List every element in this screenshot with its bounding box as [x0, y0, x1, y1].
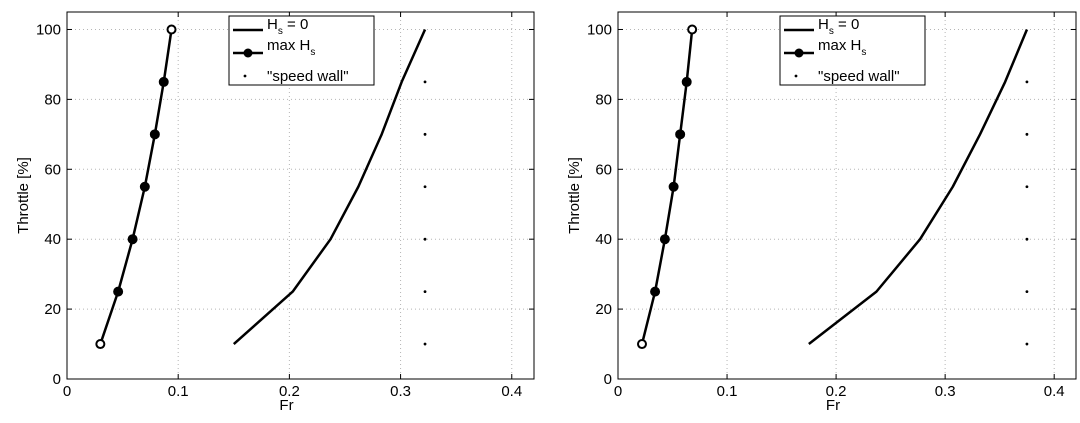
data-point [676, 130, 685, 139]
data-point [128, 235, 137, 244]
y-tick-label: 60 [595, 161, 612, 178]
speed-wall-point [1026, 185, 1029, 188]
series-2 [638, 25, 696, 348]
speed-wall-point [424, 81, 427, 84]
data-point [688, 25, 696, 33]
series-3 [1026, 81, 1029, 346]
y-tick-label: 100 [587, 21, 612, 38]
data-point [669, 182, 678, 191]
y-tick-label: 20 [44, 301, 61, 318]
data-point [660, 235, 669, 244]
x-axis-label: Fr [279, 397, 293, 414]
x-tick-label: 0 [614, 383, 622, 400]
y-tick-label: 40 [595, 231, 612, 248]
legend-marker [244, 49, 253, 58]
data-point [150, 130, 159, 139]
speed-wall-point [1026, 81, 1029, 84]
x-tick-label: 0.4 [501, 383, 522, 400]
y-tick-label: 60 [44, 161, 61, 178]
data-point [96, 340, 104, 348]
legend-label-3: "speed wall" [267, 68, 349, 85]
x-tick-label: 0.1 [168, 383, 189, 400]
series-line-max-hs [100, 29, 171, 344]
x-tick-label: 0.3 [935, 383, 956, 400]
y-axis-label: Throttle [%] [15, 157, 32, 234]
data-point [682, 77, 691, 86]
speed-wall-point [424, 343, 427, 346]
speed-wall-point [1026, 290, 1029, 293]
speed-wall-point [424, 133, 427, 136]
data-point [168, 25, 176, 33]
y-tick-label: 20 [595, 301, 612, 318]
y-tick-label: 80 [595, 91, 612, 108]
x-tick-label: 0 [63, 383, 71, 400]
y-tick-label: 0 [53, 371, 61, 388]
data-point [114, 287, 123, 296]
legend-label-3: "speed wall" [818, 68, 900, 85]
x-axis-label: Fr [826, 397, 840, 414]
y-tick-label: 0 [604, 371, 612, 388]
data-point [140, 182, 149, 191]
data-point [159, 77, 168, 86]
x-tick-label: 0.4 [1044, 383, 1065, 400]
speed-wall-point [424, 290, 427, 293]
x-tick-label: 0.1 [717, 383, 738, 400]
legend-marker [795, 75, 798, 78]
series-line-max-hs [642, 29, 692, 344]
speed-wall-point [424, 238, 427, 241]
y-tick-label: 100 [36, 21, 61, 38]
speed-wall-point [1026, 238, 1029, 241]
data-point [638, 340, 646, 348]
legend-marker [795, 49, 804, 58]
series-3 [424, 81, 427, 346]
data-point [651, 287, 660, 296]
x-tick-label: 0.3 [390, 383, 411, 400]
legend-marker [244, 75, 247, 78]
y-tick-label: 80 [44, 91, 61, 108]
speed-wall-point [424, 185, 427, 188]
speed-wall-point [1026, 133, 1029, 136]
speed-wall-point [1026, 343, 1029, 346]
series-2 [96, 25, 175, 348]
y-axis-label: Throttle [%] [566, 157, 583, 234]
y-tick-label: 40 [44, 231, 61, 248]
